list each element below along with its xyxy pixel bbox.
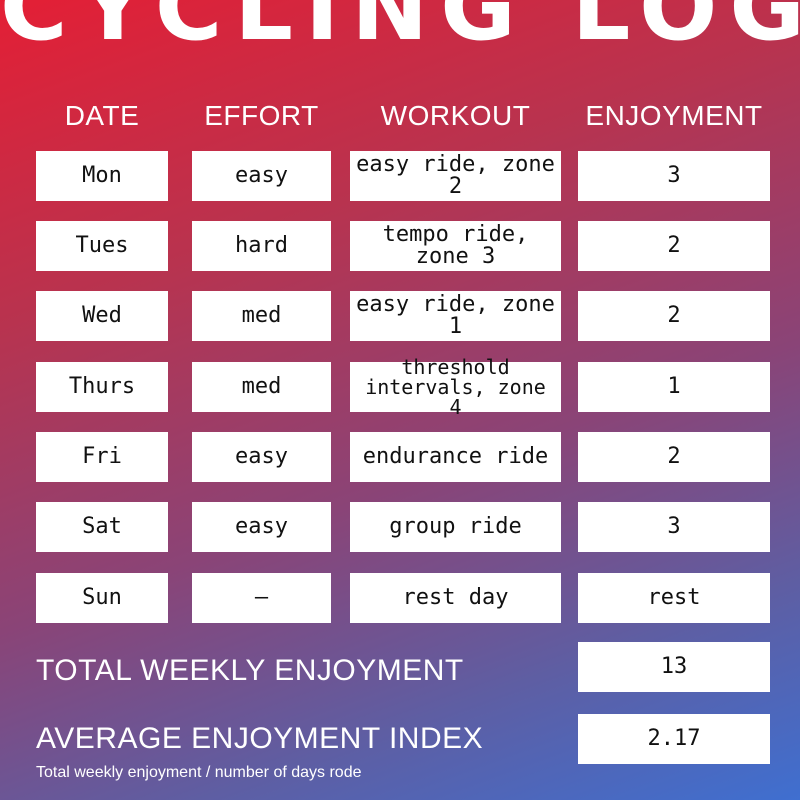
date-cell: Sun	[36, 573, 168, 623]
enjoyment-cell: 2	[578, 291, 770, 341]
enjoyment-cell: 2	[578, 221, 770, 271]
date-cell: Thurs	[36, 362, 168, 412]
average-enjoyment-label: AVERAGE ENJOYMENT INDEX	[36, 722, 484, 755]
average-enjoyment-value: 2.17	[578, 714, 770, 764]
effort-cell: easy	[192, 432, 331, 482]
effort-cell: med	[192, 291, 331, 341]
date-cell: Fri	[36, 432, 168, 482]
effort-cell: —	[192, 573, 331, 623]
workout-cell: group ride	[350, 502, 561, 552]
workout-cell: easy ride, zone 2	[350, 151, 561, 201]
effort-cell: easy	[192, 151, 331, 201]
header-enjoyment: ENJOYMENT	[585, 100, 763, 131]
average-formula-note: Total weekly enjoyment / number of days …	[36, 764, 362, 781]
workout-cell: rest day	[350, 573, 561, 623]
enjoyment-cell: 1	[578, 362, 770, 412]
date-cell: Mon	[36, 151, 168, 201]
total-enjoyment-value: 13	[578, 642, 770, 692]
effort-cell: hard	[192, 221, 331, 271]
enjoyment-cell: rest	[578, 573, 770, 623]
date-cell: Wed	[36, 291, 168, 341]
total-enjoyment-label: TOTAL WEEKLY ENJOYMENT	[36, 654, 464, 687]
enjoyment-cell: 3	[578, 151, 770, 201]
header-effort: EFFORT	[204, 100, 319, 131]
date-cell: Sat	[36, 502, 168, 552]
workout-cell: tempo ride, zone 3	[350, 221, 561, 271]
workout-cell: endurance ride	[350, 432, 561, 482]
header-date: DATE	[64, 100, 140, 131]
header-workout: WORKOUT	[380, 100, 531, 131]
workout-cell: easy ride, zone 1	[350, 291, 561, 341]
page-title: CYCLING LOG	[0, 0, 800, 61]
date-cell: Tues	[36, 221, 168, 271]
effort-cell: easy	[192, 502, 331, 552]
enjoyment-cell: 3	[578, 502, 770, 552]
effort-cell: med	[192, 362, 331, 412]
enjoyment-cell: 2	[578, 432, 770, 482]
workout-cell: threshold intervals, zone 4	[350, 357, 561, 417]
